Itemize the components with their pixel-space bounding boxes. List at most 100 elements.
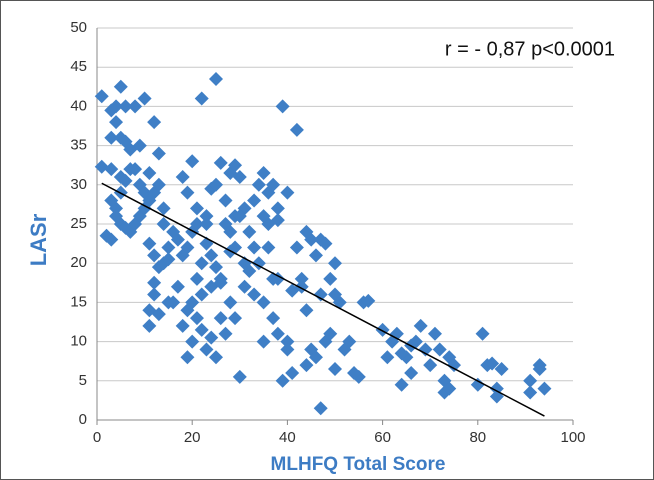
point xyxy=(337,342,352,357)
y-tick-label: 15 xyxy=(70,293,87,310)
point xyxy=(137,91,152,106)
point xyxy=(194,287,209,302)
point xyxy=(142,236,157,251)
point xyxy=(423,358,438,373)
point xyxy=(299,303,314,318)
point xyxy=(104,130,119,145)
point xyxy=(223,224,238,239)
point xyxy=(189,201,204,216)
point xyxy=(175,169,190,184)
point xyxy=(523,385,538,400)
point xyxy=(308,248,323,263)
point xyxy=(323,326,338,341)
point xyxy=(270,326,285,341)
y-tick-label: 25 xyxy=(70,215,87,232)
x-tick-label: 60 xyxy=(374,429,391,446)
point xyxy=(118,173,133,188)
point xyxy=(418,342,433,357)
point xyxy=(380,350,395,365)
point xyxy=(180,240,195,255)
point xyxy=(109,115,124,130)
point xyxy=(232,169,247,184)
point xyxy=(251,256,266,271)
point xyxy=(180,350,195,365)
point xyxy=(361,293,376,308)
point xyxy=(242,224,257,239)
point xyxy=(299,358,314,373)
point xyxy=(266,177,281,192)
point xyxy=(394,377,409,392)
point xyxy=(209,260,223,275)
annotation: r = - 0,87 p<0.0001 xyxy=(445,38,615,60)
point xyxy=(185,295,200,310)
point xyxy=(313,287,328,302)
point xyxy=(209,71,223,86)
point xyxy=(523,373,538,388)
point xyxy=(256,295,271,310)
point xyxy=(213,275,228,290)
y-tick-label: 45 xyxy=(70,58,87,75)
point xyxy=(256,166,271,181)
point xyxy=(194,91,209,106)
point xyxy=(199,209,214,224)
y-tick-label: 50 xyxy=(70,19,87,36)
point xyxy=(289,240,304,255)
point xyxy=(180,185,195,200)
y-tick-label: 40 xyxy=(70,97,87,114)
point xyxy=(213,311,228,326)
x-tick-label: 80 xyxy=(469,429,486,446)
point xyxy=(270,271,285,286)
point xyxy=(161,295,176,310)
point xyxy=(280,185,295,200)
x-tick-label: 40 xyxy=(279,429,296,446)
point xyxy=(275,373,290,388)
point xyxy=(304,232,319,247)
point xyxy=(185,154,200,169)
point xyxy=(209,350,223,365)
point xyxy=(161,240,176,255)
point xyxy=(256,334,271,349)
point xyxy=(270,213,285,228)
point xyxy=(228,158,243,173)
point xyxy=(128,162,143,177)
point xyxy=(161,252,176,267)
y-tick-label: 5 xyxy=(79,372,87,389)
point xyxy=(156,201,171,216)
point xyxy=(270,201,285,216)
point xyxy=(104,162,119,177)
point xyxy=(199,217,214,231)
point xyxy=(232,209,247,224)
point xyxy=(185,334,200,349)
trendline xyxy=(101,182,545,417)
point xyxy=(113,79,128,94)
point xyxy=(94,89,109,104)
y-tick-label: 20 xyxy=(70,254,87,271)
point xyxy=(247,287,262,302)
point xyxy=(189,217,204,231)
point xyxy=(132,138,147,153)
point xyxy=(109,99,124,114)
x-tick-label: 0 xyxy=(93,429,101,446)
point xyxy=(413,318,428,333)
point xyxy=(151,146,166,161)
point xyxy=(266,311,281,326)
point xyxy=(328,256,342,271)
point xyxy=(251,177,266,192)
point xyxy=(247,193,262,208)
point xyxy=(308,350,323,365)
point xyxy=(275,99,290,114)
y-tick-label: 10 xyxy=(70,333,87,350)
point xyxy=(142,166,157,181)
point xyxy=(104,232,119,247)
point xyxy=(485,356,500,371)
point xyxy=(147,248,162,263)
point xyxy=(427,326,442,341)
point xyxy=(199,342,214,357)
point xyxy=(209,177,223,192)
point xyxy=(151,307,166,322)
point xyxy=(447,358,461,373)
point xyxy=(404,365,419,380)
x-tick-label: 20 xyxy=(184,429,201,446)
point xyxy=(147,115,162,130)
